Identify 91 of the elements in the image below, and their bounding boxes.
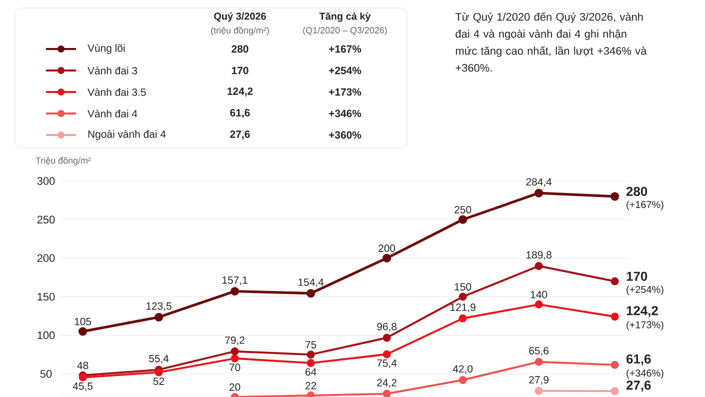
- data-label: 22: [306, 382, 316, 390]
- text: 27,6: [230, 130, 250, 140]
- text: +346%: [329, 110, 362, 118]
- annotation: (+254%): [626, 286, 664, 295]
- y-tick-label: 150: [38, 292, 55, 301]
- y-tick-label: 200: [37, 254, 55, 262]
- y-axis-title: Triệu đồng/m²: [36, 156, 91, 166]
- point: [382, 334, 391, 342]
- point: [230, 286, 240, 296]
- text: 280: [232, 45, 248, 53]
- point: [306, 350, 315, 359]
- data-label: 150: [454, 283, 472, 291]
- point: [306, 359, 315, 368]
- data-label: 154,4: [298, 278, 324, 288]
- point: [230, 347, 239, 356]
- data-label: 250: [454, 206, 472, 214]
- data-label: 24,2: [377, 378, 396, 388]
- data-label: 79,2: [225, 336, 244, 346]
- point: [610, 277, 619, 286]
- point: [458, 292, 467, 301]
- data-label: 48: [77, 362, 88, 370]
- text: +360%: [329, 131, 362, 139]
- text: 124,2: [228, 88, 253, 96]
- point: [534, 188, 544, 198]
- point: [382, 390, 391, 397]
- legend-label: Vành đai 3.5: [88, 88, 146, 96]
- point: [154, 312, 164, 322]
- data-label: 121,9: [450, 304, 476, 312]
- data-label: 27,9: [529, 376, 548, 385]
- text: Từ Quý 1/2020 đến Quý 3/2026, vành đai 4 và ngoài vành đai 4 ghi nhận mức tăng cao nhất, lần lượt +346% và +360%.: [455, 12, 647, 72]
- data-label: 280: [626, 186, 648, 196]
- point: [610, 192, 620, 201]
- data-label: 189,8: [526, 251, 552, 260]
- data-label: 70: [230, 364, 240, 372]
- text: Tăng cả kỳ: [319, 12, 371, 22]
- annotation: (+346%): [626, 369, 664, 379]
- legend-label: Ngoài vành đai 4: [88, 130, 166, 140]
- y-tick-label: 300: [37, 177, 55, 185]
- point: [306, 289, 316, 298]
- data-label: 200: [378, 244, 396, 252]
- data-label: 52: [153, 378, 164, 385]
- data-label: 284,4: [526, 178, 552, 187]
- y-tick-label: 250: [37, 216, 55, 224]
- point: [534, 386, 543, 395]
- text: +254%: [329, 66, 362, 74]
- data-label: 96,8: [377, 322, 397, 332]
- y-tick-label: 50: [40, 370, 52, 378]
- text: +173%: [329, 88, 362, 96]
- point: [534, 300, 543, 308]
- data-label: 105: [74, 318, 92, 326]
- text: (triệu đồng/m²): [211, 26, 269, 36]
- legend-label: Vành đai 3: [88, 66, 138, 74]
- point: [534, 358, 543, 366]
- legend-label: Vành đai 4: [88, 110, 138, 118]
- data-label: 123,5: [146, 302, 172, 311]
- text: 170: [232, 66, 248, 74]
- point: [458, 376, 467, 384]
- point: [610, 312, 619, 321]
- data-label: 42,0: [452, 365, 473, 374]
- point: [458, 314, 467, 322]
- point: [306, 391, 315, 397]
- data-label: 170: [626, 272, 648, 281]
- data-label: 157,1: [222, 276, 248, 286]
- point: [382, 254, 392, 262]
- point: [458, 215, 468, 224]
- data-label: 55,4: [149, 354, 169, 364]
- point: [610, 387, 619, 396]
- point: [230, 354, 239, 362]
- point: [78, 327, 88, 336]
- annotation: (+173%): [626, 320, 664, 330]
- data-label: 45,5: [72, 382, 93, 392]
- point: [382, 350, 391, 358]
- annotation: (+167%): [626, 200, 664, 210]
- legend-label: Vùng lõi: [88, 44, 125, 54]
- text: Quý 3/2026: [214, 12, 266, 22]
- point: [154, 368, 163, 376]
- text: +167%: [329, 45, 362, 53]
- data-label: 27,6: [626, 380, 651, 392]
- data-label: 64: [306, 368, 316, 376]
- point: [610, 360, 619, 369]
- data-label: 20: [230, 383, 240, 391]
- data-label: 124,2: [626, 306, 658, 318]
- text: 61,6: [230, 109, 250, 118]
- data-label: 75: [306, 341, 316, 348]
- point: [534, 262, 543, 270]
- y-tick-label: 100: [38, 331, 55, 340]
- data-label: 140: [530, 290, 548, 298]
- data-label: 65,6: [529, 346, 549, 356]
- data-label: 61,6: [626, 354, 651, 366]
- text: (Q1/2020 – Q3/2026): [303, 26, 387, 36]
- data-label: 75,4: [377, 359, 397, 368]
